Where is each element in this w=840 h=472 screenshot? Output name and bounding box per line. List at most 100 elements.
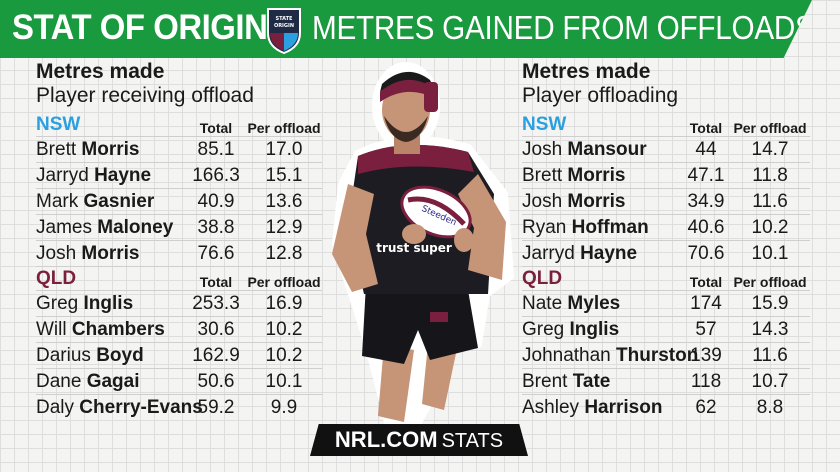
- qld-rows: Nate Myles 174 15.9 Greg Inglis 57 14.3 Johnat…: [522, 290, 810, 420]
- player-last-name: Tate: [572, 370, 611, 392]
- player-row: Brett Morris 85.1 17.0: [36, 136, 322, 162]
- nsw-header-row: NSW Total Per offload: [522, 112, 810, 136]
- player-last-name: Hoffman: [571, 216, 649, 238]
- player-row: Nate Myles 174 15.9: [522, 290, 810, 316]
- player-first-name: Ryan: [522, 216, 572, 238]
- player-first-name: Jarryd: [522, 242, 581, 264]
- player-first-name: Josh: [522, 190, 568, 212]
- player-row: Johnathan Thurston 139 11.6: [522, 342, 810, 368]
- player-first-name: Greg: [36, 292, 84, 314]
- nsw-rows: Josh Mansour 44 14.7 Brett Morris 47.1 11.8 Jo…: [522, 136, 810, 266]
- per-offload-metres: 10.2: [751, 216, 789, 238]
- per-offload-metres: 12.8: [265, 242, 303, 264]
- total-metres: 44: [695, 138, 717, 160]
- per-offload-metres: 10.2: [265, 344, 303, 366]
- total-column-header: Total: [689, 120, 723, 136]
- total-metres: 40.6: [687, 216, 725, 238]
- player-row: Ashley Harrison 62 8.8: [522, 394, 810, 420]
- panel-subheading: Player receiving offload: [36, 84, 254, 107]
- panel-heading: Metres made: [522, 60, 651, 83]
- player-name: Ashley Harrison: [522, 397, 682, 419]
- player-last-name: Morris: [81, 242, 140, 264]
- player-name: Mark Gasnier: [36, 191, 186, 213]
- player-row: Darius Boyd 162.9 10.2: [36, 342, 322, 368]
- player-row: Brent Tate 118 10.7: [522, 368, 810, 394]
- per-offload-column-header: Per offload: [733, 120, 807, 136]
- per-offload-metres: 14.7: [751, 138, 789, 160]
- total-metres: 76.6: [197, 242, 235, 264]
- total-metres: 70.6: [687, 242, 725, 264]
- per-offload-metres: 10.1: [265, 370, 303, 392]
- per-offload-metres: 8.8: [756, 396, 784, 418]
- player-last-name: Boyd: [96, 344, 144, 366]
- player-first-name: Nate: [522, 292, 568, 314]
- offloading-panel: Metres made Player offloading NSW Total …: [522, 60, 810, 420]
- player-last-name: Inglis: [83, 292, 134, 314]
- nsw-rows: Brett Morris 85.1 17.0 Jarryd Hayne 166.3 15.…: [36, 136, 322, 266]
- total-metres: 166.3: [192, 164, 240, 186]
- player-last-name: Mansour: [567, 138, 647, 160]
- player-last-name: Morris: [81, 138, 140, 160]
- player-last-name: Chambers: [71, 318, 165, 340]
- player-last-name: Harrison: [584, 396, 663, 418]
- player-name: Daly Cherry-Evans: [36, 397, 203, 419]
- total-metres: 118: [690, 370, 722, 392]
- player-row: Ryan Hoffman 40.6 10.2: [522, 214, 810, 240]
- player-row: Josh Mansour 44 14.7: [522, 136, 810, 162]
- total-metres: 47.1: [687, 164, 725, 186]
- player-name: James Maloney: [36, 217, 186, 239]
- per-offload-metres: 16.9: [265, 292, 303, 314]
- player-row: Jarryd Hayne 166.3 15.1: [36, 162, 322, 188]
- total-metres: 62: [695, 396, 717, 418]
- player-last-name: Hayne: [94, 164, 152, 186]
- banner-subtitle: METRES GAINED FROM OFFLOADS: [312, 9, 815, 46]
- per-offload-metres: 12.9: [265, 216, 303, 238]
- per-offload-metres: 11.6: [752, 190, 788, 212]
- player-name: Darius Boyd: [36, 345, 186, 367]
- player-last-name: Gagai: [86, 370, 140, 392]
- player-first-name: Darius: [36, 344, 97, 366]
- nsw-label: NSW: [36, 114, 81, 135]
- player-row: Greg Inglis 253.3 16.9: [36, 290, 322, 316]
- player-first-name: Will: [36, 318, 72, 340]
- total-metres: 253.3: [192, 292, 240, 314]
- total-metres: 57: [695, 318, 717, 340]
- per-offload-metres: 9.9: [270, 396, 298, 418]
- per-offload-column-header: Per offload: [247, 120, 321, 136]
- per-offload-metres: 11.8: [752, 164, 788, 186]
- nrl-stats-footer: NRL.COM STATS: [310, 424, 528, 456]
- player-row: Will Chambers 30.6 10.2: [36, 316, 322, 342]
- per-offload-column-header: Per offload: [247, 274, 321, 290]
- per-offload-metres: 15.9: [751, 292, 789, 314]
- footer-suffix: STATS: [441, 430, 504, 452]
- player-photo: trust super Steeden: [332, 62, 514, 426]
- player-name: Brett Morris: [522, 165, 682, 187]
- player-name: Greg Inglis: [522, 319, 682, 341]
- total-metres: 139: [690, 344, 722, 366]
- player-row: Jarryd Hayne 70.6 10.1: [522, 240, 810, 266]
- qld-label: QLD: [522, 268, 563, 289]
- player-first-name: Ashley: [522, 396, 585, 418]
- footer-brand: NRL.COM: [334, 427, 438, 452]
- banner-title: STAT OF ORIGIN: [12, 8, 268, 47]
- qld-label: QLD: [36, 268, 77, 289]
- panel-heading: Metres made: [36, 60, 165, 83]
- player-last-name: Hayne: [580, 242, 638, 264]
- player-first-name: Brett: [522, 164, 568, 186]
- player-row: Josh Morris 34.9 11.6: [522, 188, 810, 214]
- per-offload-metres: 14.3: [751, 318, 789, 340]
- player-last-name: Maloney: [97, 216, 174, 238]
- player-row: Mark Gasnier 40.9 13.6: [36, 188, 322, 214]
- player-last-name: Myles: [567, 292, 621, 314]
- player-name: Brett Morris: [36, 139, 186, 161]
- player-row: Josh Morris 76.6 12.8: [36, 240, 322, 266]
- per-offload-metres: 10.7: [751, 370, 789, 392]
- jersey-sponsor: trust super: [376, 241, 452, 255]
- qld-header-row: QLD Total Per offload: [36, 266, 322, 290]
- per-offload-metres: 13.6: [265, 190, 303, 212]
- player-row: Brett Morris 47.1 11.8: [522, 162, 810, 188]
- player-last-name: Morris: [567, 190, 626, 212]
- panel-subheading: Player offloading: [522, 84, 679, 107]
- total-metres: 34.9: [687, 190, 725, 212]
- total-column-header: Total: [199, 120, 233, 136]
